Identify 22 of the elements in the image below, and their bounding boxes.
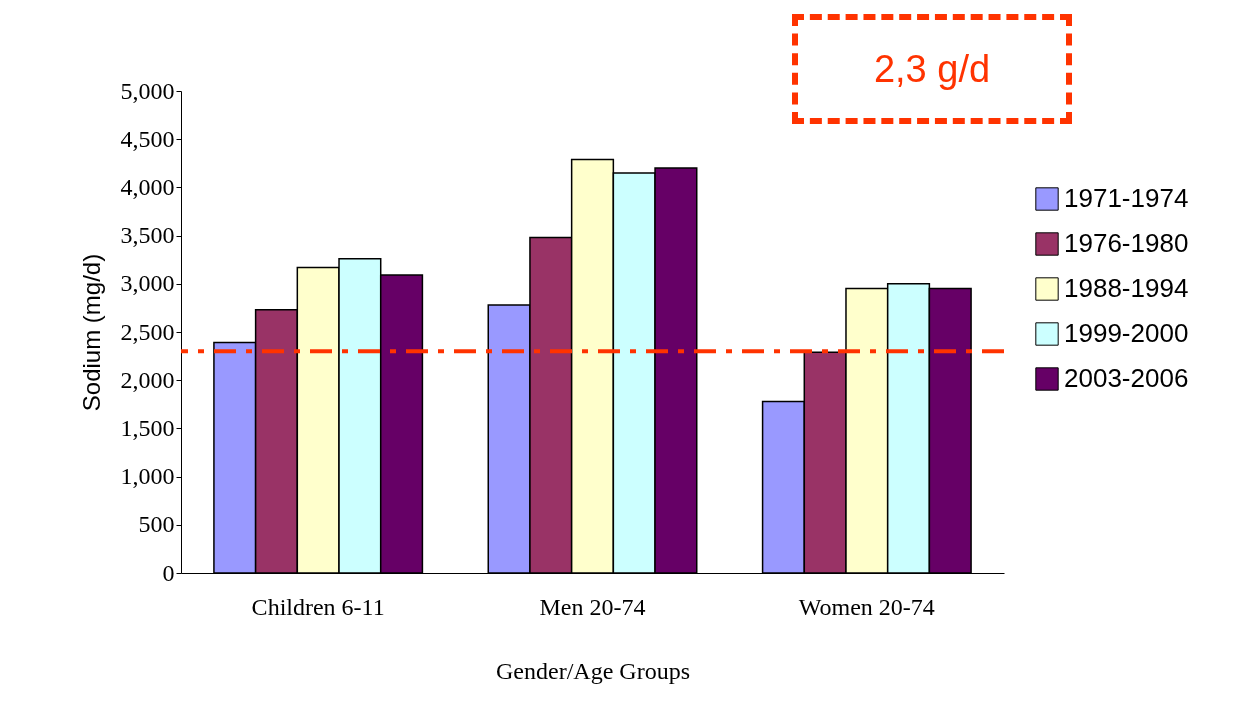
x-tick-label: Women 20-74 (798, 593, 935, 620)
legend-label: 1999-2000 (1064, 318, 1189, 348)
y-tick-label: 1,000 (120, 463, 175, 490)
y-tick-label: 2,500 (120, 318, 175, 345)
y-tick-label: 1,500 (120, 414, 175, 441)
legend-label: 2003-2006 (1064, 363, 1189, 393)
y-tick-label: 2,000 (120, 366, 175, 393)
y-tick-label: 500 (138, 511, 175, 538)
y-tick-label: 0 (162, 559, 175, 586)
x-tick-label: Men 20-74 (539, 593, 646, 620)
x-axis-title: Gender/Age Groups (496, 657, 690, 684)
legend-label: 1971-1974 (1064, 183, 1189, 213)
y-tick-label: 5,000 (120, 77, 175, 104)
legend-label: 1988-1994 (1064, 273, 1189, 303)
y-tick-label: 4,000 (120, 173, 175, 200)
ref-line-label: 2,3 g/d (792, 14, 1072, 124)
legend-label: 1976-1980 (1064, 228, 1189, 258)
y-axis-title: Sodium (mg/d) (77, 253, 105, 412)
y-tick-label: 4,500 (120, 125, 175, 152)
y-tick-label: 3,000 (120, 270, 175, 297)
x-tick-label: Children 6-11 (251, 593, 385, 620)
y-tick-label: 3,500 (120, 222, 175, 249)
